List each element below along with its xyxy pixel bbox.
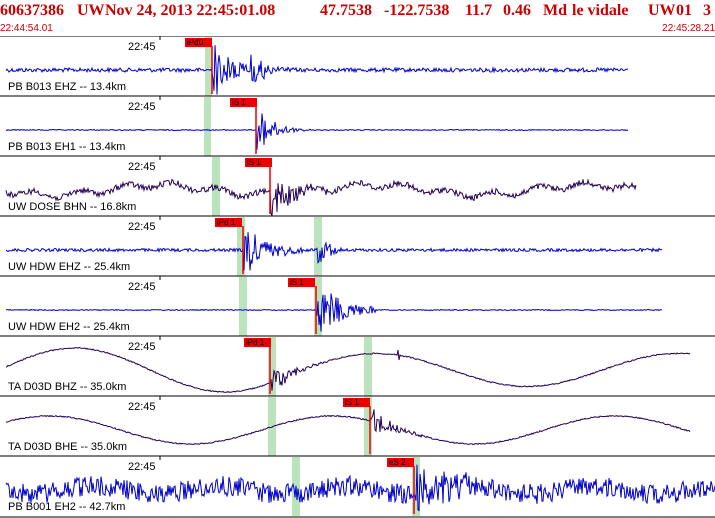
waveform [5,45,629,95]
pick-label: eS 2 [389,458,406,467]
pick-box [244,338,271,347]
trace-station-label: PB B001 EH2 -- 42.7km [8,501,125,513]
event-id: 60637386 [0,2,64,19]
event-longitude: -122.7538 [384,2,450,19]
pick-box [387,458,414,467]
pick-label: iS 1 [232,98,246,107]
trace-time-label: 22:45 [128,461,156,473]
trace-time-label: 22:45 [128,221,156,233]
waveform [5,293,663,332]
trace-station-label: UW HDW EHZ -- 25.4km [8,261,130,273]
waveform [5,409,691,446]
event-header: 60637386 UW Nov 24, 2013 22:45:01.08 47.… [0,0,715,22]
event-depth: 11.7 [465,2,493,19]
pick-label: iPd0 [187,38,204,47]
pick-box [230,98,257,107]
trace-time-label: 22:45 [128,281,156,293]
event-magnitude: 0.46 [503,2,531,19]
trace-station-label: UW DOSE BHN -- 16.8km [8,201,136,213]
window-end-time: 22:45:28.21 [662,23,715,34]
timing-band [314,217,322,276]
timing-band [212,157,220,216]
trace-station-label: PB B013 EH1 -- 13.4km [8,141,125,153]
waveform [5,346,691,393]
pick-label: iPd 1 [217,218,236,227]
trace-station-label: UW HDW EH2 -- 25.4km [8,321,130,333]
pick-box [185,38,212,47]
trace-station-label: PB B013 EHZ -- 13.4km [8,81,126,93]
event-version: 01 [676,2,692,19]
timing-band [364,397,372,456]
timing-band [237,217,245,276]
event-network: UW [77,2,105,19]
pick-box [215,218,242,227]
window-start-time: 22:44:54.01 [0,23,53,34]
trace-time-label: 22:45 [128,101,156,113]
trace-time-label: 22:45 [128,401,156,413]
pick-label: iS 1 [290,278,304,287]
timing-band [204,97,211,156]
waveform [5,178,637,217]
waveform [5,232,663,271]
pick-box [288,278,315,287]
event-source: UW [648,2,676,19]
timing-band [205,37,212,96]
event-trailing: 3 [703,2,711,19]
trace-time-label: 22:45 [128,161,156,173]
waveform [5,464,715,512]
trace-station-label: TA D03D BHE -- 35.0km [8,441,127,453]
event-datetime: Nov 24, 2013 22:45:01.08 [105,2,276,19]
pick-label: iPd 1 [246,338,265,347]
event-analyst: le vidale [572,2,629,19]
pick-box [343,398,370,407]
waveform [5,113,629,150]
timing-band [268,397,276,456]
event-mag-type: Md [543,2,567,19]
pick-box [245,158,272,167]
timing-band [239,277,247,336]
pick-label: iS 1 [345,398,359,407]
trace-time-label: 22:45 [128,341,156,353]
timing-band [268,337,276,396]
trace-time-label: 22:45 [128,41,156,53]
timing-band [364,337,372,396]
event-latitude: 47.7538 [320,2,372,19]
pick-label: iS 1 [247,158,261,167]
trace-station-label: TA D03D BHZ -- 35.0km [8,381,126,393]
